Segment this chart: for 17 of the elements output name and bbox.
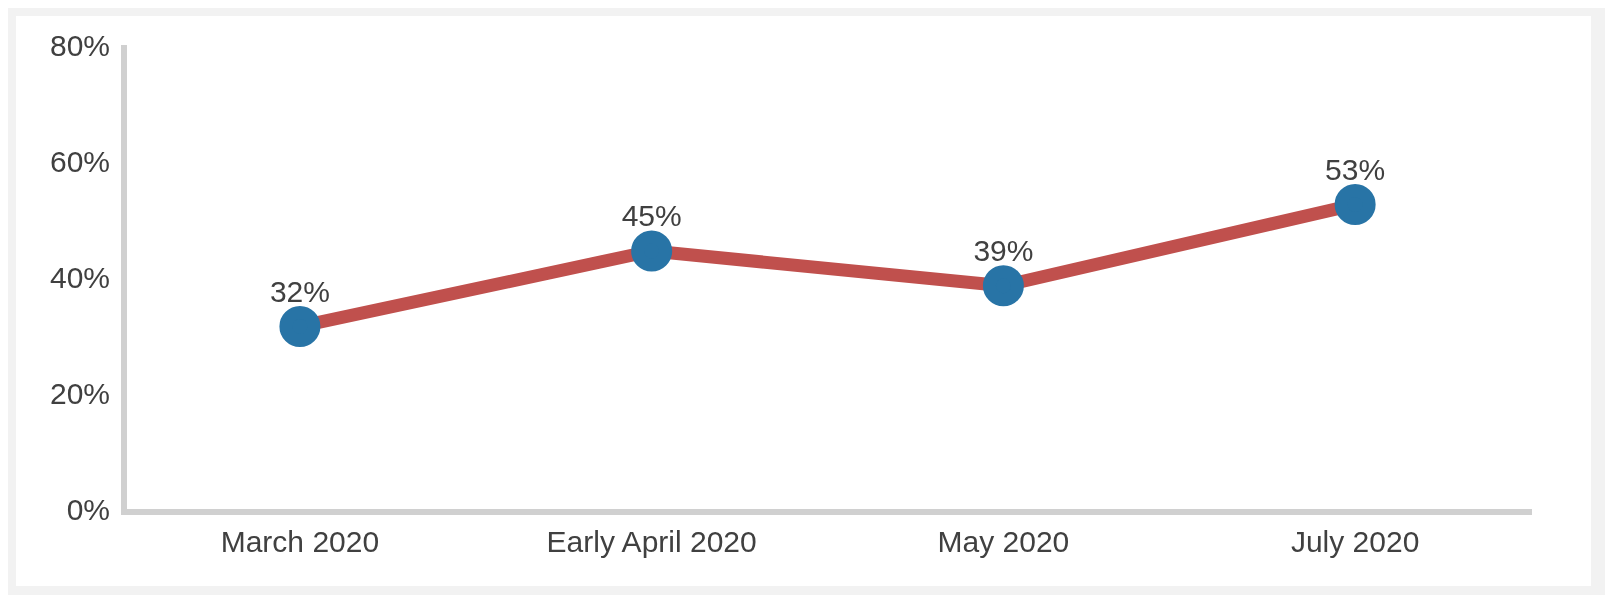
- point: [279, 305, 321, 347]
- y-tick-label: 80%: [50, 29, 111, 63]
- y-tick-label: 20%: [50, 377, 111, 411]
- data-label: 32%: [269, 274, 330, 308]
- data-label: 39%: [973, 234, 1034, 268]
- point: [631, 230, 673, 272]
- point: [982, 265, 1024, 307]
- x-tick-label: March 2020: [220, 525, 380, 559]
- y-tick-label: 40%: [50, 261, 111, 295]
- x-tick-label: May 2020: [937, 525, 1070, 559]
- x-tick-label: July 2020: [1290, 525, 1420, 559]
- point: [1334, 184, 1376, 226]
- y-tick-label: 0%: [66, 493, 111, 527]
- data-label: 53%: [1325, 152, 1386, 186]
- data-label: 45%: [621, 199, 682, 233]
- y-tick-label: 60%: [50, 145, 111, 179]
- x-tick-label: Early April 2020: [546, 525, 757, 559]
